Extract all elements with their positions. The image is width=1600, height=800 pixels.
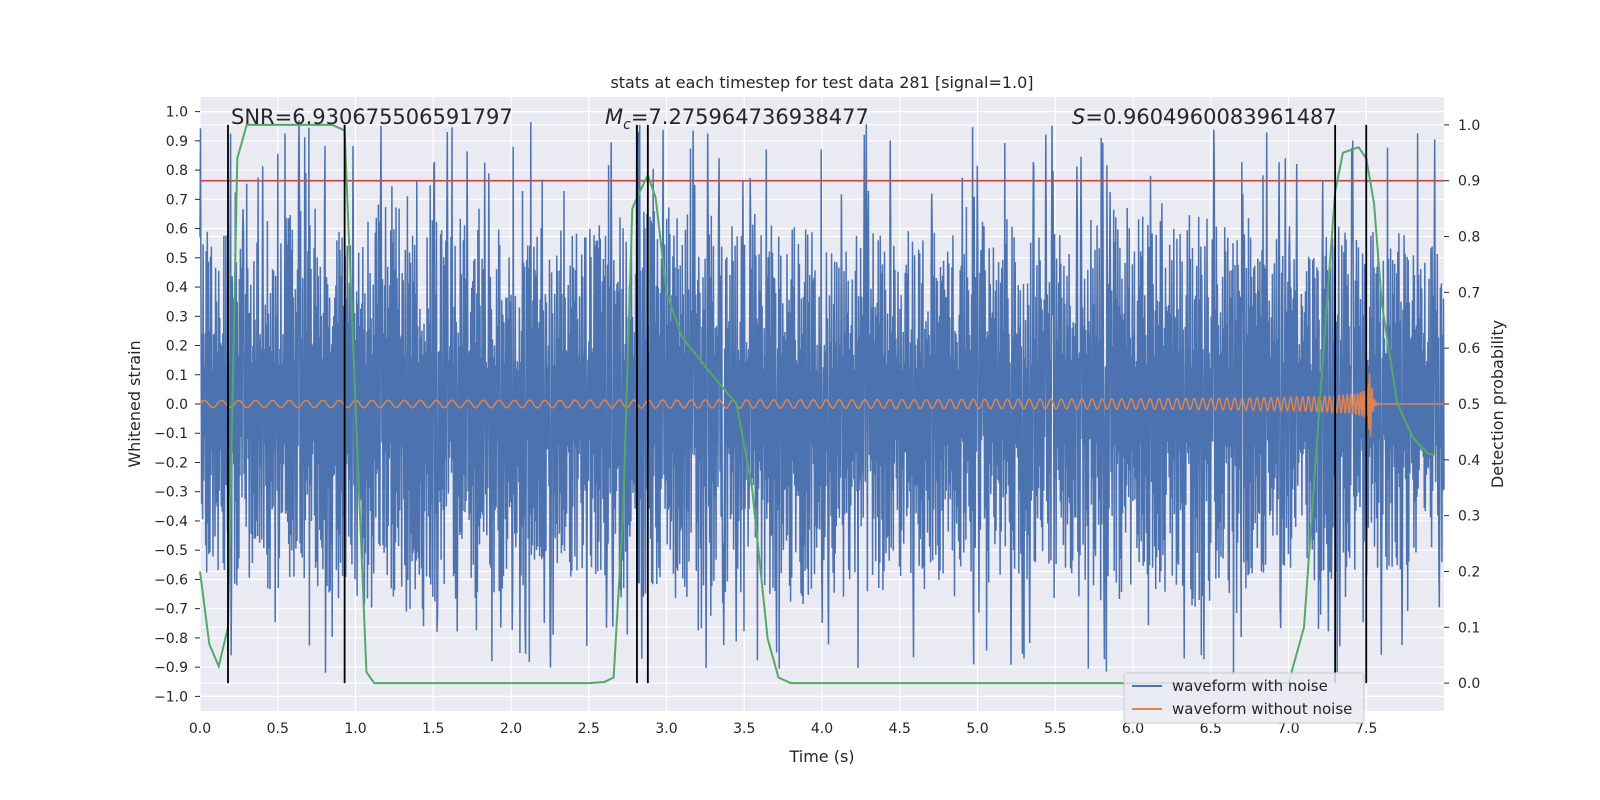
s-symbol: S — [1072, 105, 1085, 129]
x-tick-label: 4.5 — [889, 721, 911, 737]
y-tick-label: 0.7 — [166, 192, 188, 208]
snr-annotation: SNR=6.930675506591797 — [231, 105, 513, 129]
mc-subscript: c — [623, 117, 631, 133]
y-tick-label: 0.8 — [166, 163, 188, 179]
x-tick-label: 7.0 — [1277, 721, 1299, 737]
y2-tick-label: 0.4 — [1458, 453, 1480, 469]
clean-series — [199, 373, 1444, 437]
tick-labels: 0.0 0.5 1.0 1.5 2.0 2.5 3.0 3.5 4.0 4.5 5.0 5.5 6.0 6… — [154, 105, 1480, 737]
y-tick-label: 0.1 — [166, 368, 188, 384]
probability-line — [199, 123, 1437, 685]
noise-waveform-line — [199, 120, 1445, 675]
mc-annotation: Mc=7.275964736938477 — [605, 105, 869, 133]
y-tick-label: −0.7 — [154, 602, 188, 618]
x-tick-label: 3.5 — [733, 721, 755, 737]
y-tick-label: 0.2 — [166, 339, 188, 355]
noise-series — [199, 120, 1445, 675]
y-tick-label: −0.2 — [154, 455, 188, 471]
y2-tick-label: 1.0 — [1458, 118, 1480, 134]
y-tick-label: 0.5 — [166, 251, 188, 267]
y2-axis-label: Detection probability — [1488, 320, 1507, 488]
legend-box — [1123, 672, 1365, 724]
legend: waveform with noise waveform without noi… — [1123, 672, 1365, 724]
y-tick-label: −1.0 — [154, 689, 188, 705]
x-tick-label: 6.0 — [1122, 721, 1144, 737]
legend-label-clean: waveform without noise — [1172, 700, 1352, 718]
y2-tick-label: 0.3 — [1458, 509, 1480, 525]
y-tick-label: 0.0 — [166, 397, 188, 413]
y2-tick-label: 0.7 — [1458, 285, 1480, 301]
chart-title: stats at each timestep for test data 281… — [610, 73, 1033, 92]
legend-label-noise: waveform with noise — [1172, 677, 1328, 695]
mc-value: =7.275964736938477 — [631, 105, 869, 129]
x-tick-label: 3.0 — [655, 721, 677, 737]
y2-tick-label: 0.9 — [1458, 174, 1480, 190]
x-tick-label: 5.5 — [1044, 721, 1066, 737]
y-tick-label: −0.4 — [154, 514, 188, 530]
x-tick-label: 2.0 — [500, 721, 522, 737]
s-value: =0.9604960083961487 — [1085, 105, 1336, 129]
vertical-markers — [227, 124, 1368, 684]
y2-tick-label: 0.1 — [1458, 620, 1480, 636]
x-tick-label: 0.5 — [267, 721, 289, 737]
mc-symbol: M — [605, 105, 623, 129]
x-tick-label: 2.5 — [578, 721, 600, 737]
x-tick-label: 4.0 — [811, 721, 833, 737]
x-tick-label: 1.0 — [344, 721, 366, 737]
y-tick-label: 0.9 — [166, 134, 188, 150]
x-tick-label: 0.0 — [189, 721, 211, 737]
x-tick-label: 1.5 — [422, 721, 444, 737]
x-tick-label: 6.5 — [1200, 721, 1222, 737]
probability-series — [199, 123, 1437, 685]
y-tick-label: 1.0 — [166, 105, 188, 121]
y-tick-label: −0.1 — [154, 426, 188, 442]
y-axis-label: Whitened strain — [125, 340, 144, 467]
y2-tick-label: 0.8 — [1458, 230, 1480, 246]
x-tick-label: 5.0 — [966, 721, 988, 737]
y-tick-label: 0.6 — [166, 222, 188, 238]
y-tick-label: 0.3 — [166, 309, 188, 325]
clean-waveform-line — [199, 373, 1444, 437]
y2-tick-label: 0.5 — [1458, 397, 1480, 413]
y2-tick-label: 0.0 — [1458, 676, 1480, 692]
x-axis-label: Time (s) — [788, 747, 854, 766]
y-tick-label: −0.5 — [154, 543, 188, 559]
y-tick-label: −0.9 — [154, 660, 188, 676]
y-tick-label: 0.4 — [166, 280, 188, 296]
y2-tick-label: 0.6 — [1458, 341, 1480, 357]
y-tick-label: −0.6 — [154, 572, 188, 588]
s-annotation: S=0.9604960083961487 — [1072, 105, 1337, 129]
x-tick-label: 7.5 — [1355, 721, 1377, 737]
y-tick-label: −0.3 — [154, 485, 188, 501]
y-tick-label: −0.8 — [154, 631, 188, 647]
y2-tick-label: 0.2 — [1458, 564, 1480, 580]
